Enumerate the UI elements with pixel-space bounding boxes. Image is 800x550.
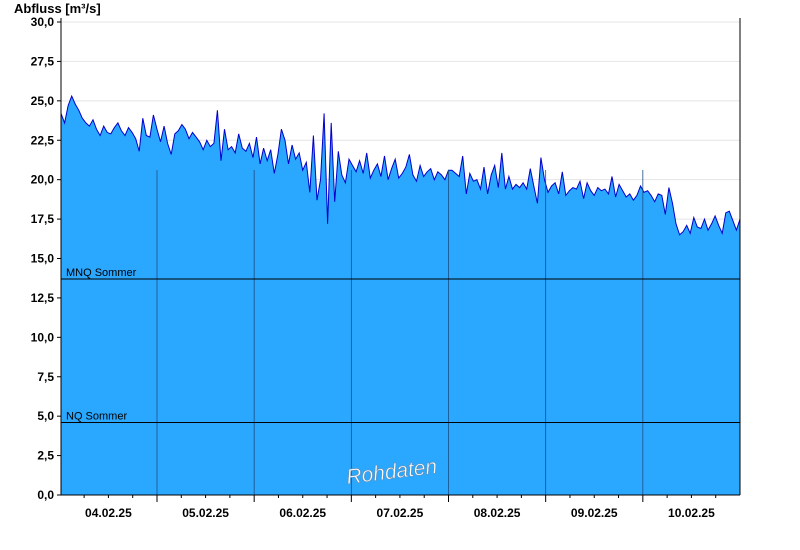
y-tick-label: 5,0 [37, 409, 54, 423]
x-tick-label: 07.02.25 [377, 506, 424, 520]
y-tick-label: 7,5 [37, 370, 54, 384]
x-tick-label: 08.02.25 [474, 506, 521, 520]
y-tick-label: 22,5 [31, 133, 55, 147]
day-separators [156, 170, 644, 495]
plot-area [60, 94, 741, 495]
y-tick-labels: 0,0 2,5 5,0 7,5 10,0 12,5 15,0 17,5 20,0 22,5 25,0… [31, 15, 61, 502]
y-axis-label: Abfluss [m³/s] [14, 1, 101, 16]
y-tick-label: 10,0 [31, 330, 55, 344]
discharge-area [61, 96, 740, 495]
y-tick-label: 25,0 [31, 94, 55, 108]
x-tick-labels: 04.02.25 05.02.25 06.02.25 07.02.25 08.02.25… [83, 495, 717, 520]
reference-line-label: NQ Sommer [66, 410, 127, 422]
x-tick-label: 04.02.25 [85, 506, 132, 520]
y-tick-label: 12,5 [31, 291, 55, 305]
y-tick-label: 0,0 [37, 488, 54, 502]
x-tick-label: 05.02.25 [182, 506, 229, 520]
x-tick-label: 10.02.25 [668, 506, 715, 520]
discharge-line [60, 94, 741, 236]
axes [60, 18, 741, 496]
x-tick-label: 06.02.25 [279, 506, 326, 520]
y-tick-label: 2,5 [37, 449, 54, 463]
y-tick-label: 20,0 [31, 173, 55, 187]
reference-lines: MNQ Sommer NQ Sommer [61, 267, 740, 423]
y-tick-label: 17,5 [31, 212, 55, 226]
y-tick-label: 30,0 [31, 15, 55, 29]
y-tick-label: 27,5 [31, 54, 55, 68]
reference-line-label: MNQ Sommer [66, 267, 137, 279]
y-tick-label: 15,0 [31, 252, 55, 266]
x-tick-label: 09.02.25 [571, 506, 618, 520]
